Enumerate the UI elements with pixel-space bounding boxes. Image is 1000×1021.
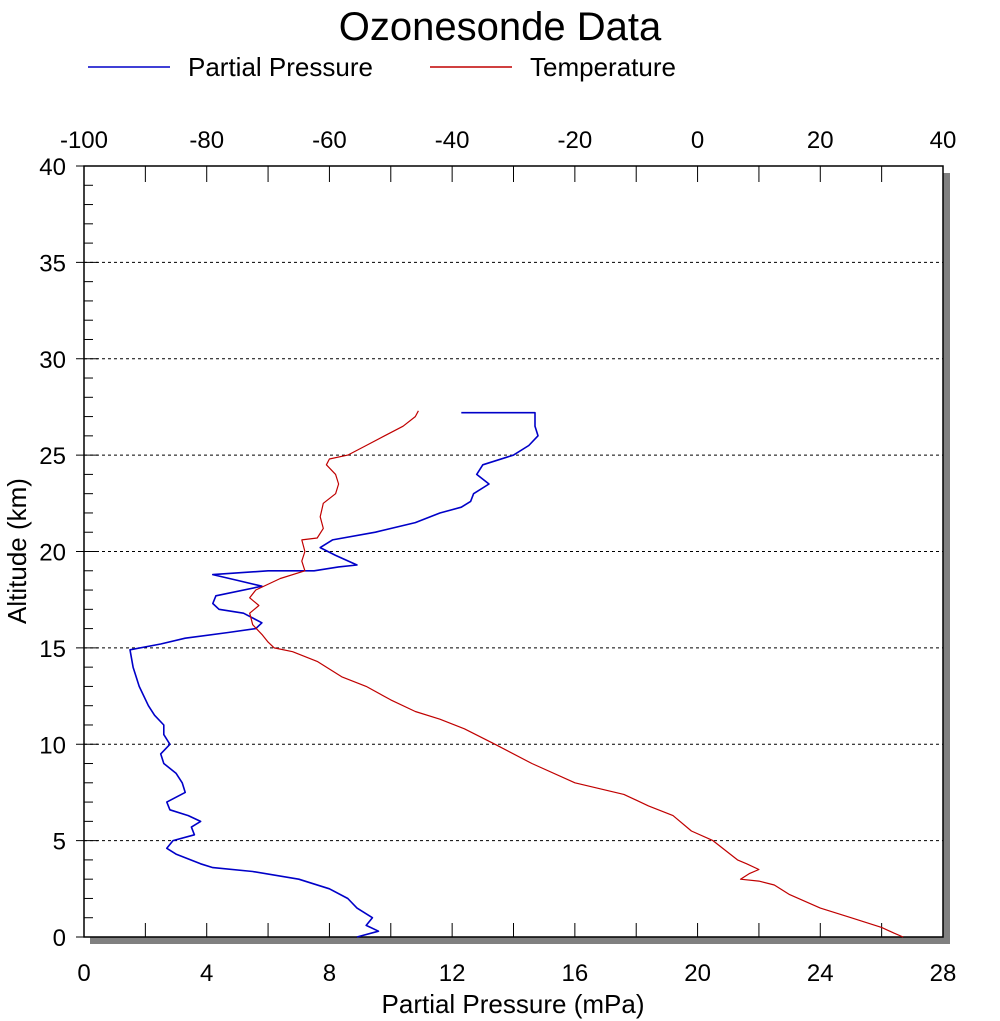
x-top-tick-label: -60: [312, 127, 347, 154]
x-top-tick-label: -80: [189, 127, 224, 154]
legend-label-partial-pressure: Partial Pressure: [188, 52, 373, 82]
x-bottom-tick-label: 8: [323, 960, 336, 987]
y-axis-title: Altitude (km): [2, 478, 32, 624]
y-tick-label: 5: [53, 829, 66, 856]
y-axis: 0 5 10 15 20 25 30 35 40: [39, 154, 98, 952]
legend-label-temperature: Temperature: [530, 52, 676, 82]
x-top-tick-label: 0: [691, 127, 704, 154]
y-tick-label: 30: [39, 347, 66, 374]
x-top-tick-label: -20: [558, 127, 593, 154]
y-tick-label: 0: [53, 925, 66, 952]
legend: Partial Pressure Temperature: [88, 52, 676, 82]
x-top-tick-label: 40: [930, 127, 957, 154]
x-bottom-tick-label: 0: [77, 960, 90, 987]
x-bottom-tick-label: 16: [562, 960, 589, 987]
y-tick-label: 10: [39, 732, 66, 759]
x-bottom-tick-label: 28: [930, 960, 957, 987]
x-axis-title: Partial Pressure (mPa): [382, 989, 645, 1019]
x-top-tick-label: -40: [435, 127, 470, 154]
x-bottom-tick-label: 20: [684, 960, 711, 987]
y-tick-label: 40: [39, 154, 66, 181]
x-bottom-tick-label: 24: [807, 960, 834, 987]
plot-shadow-bottom: [90, 937, 950, 944]
y-tick-label: 15: [39, 636, 66, 663]
plot-shadow-right: [943, 173, 950, 943]
x-bottom-tick-label: 12: [439, 960, 466, 987]
y-tick-label: 25: [39, 443, 66, 470]
chart-title: Ozonesonde Data: [339, 5, 662, 49]
x-top-tick-label: -100: [60, 127, 108, 154]
series-line-partial-pressure: [129, 411, 539, 938]
gridlines: [84, 261, 943, 842]
x-axis-top: -100 -80 -60 -40 -20 0 20 40: [60, 127, 956, 182]
y-tick-label: 20: [39, 540, 66, 567]
x-axis-bottom: 0 4 8 12 16 20 24 28: [77, 923, 956, 987]
x-top-tick-label: 20: [807, 127, 834, 154]
series-lines: [129, 410, 904, 938]
x-bottom-tick-label: 4: [200, 960, 213, 987]
series-line-temperature: [249, 410, 904, 938]
y-tick-label: 35: [39, 250, 66, 277]
